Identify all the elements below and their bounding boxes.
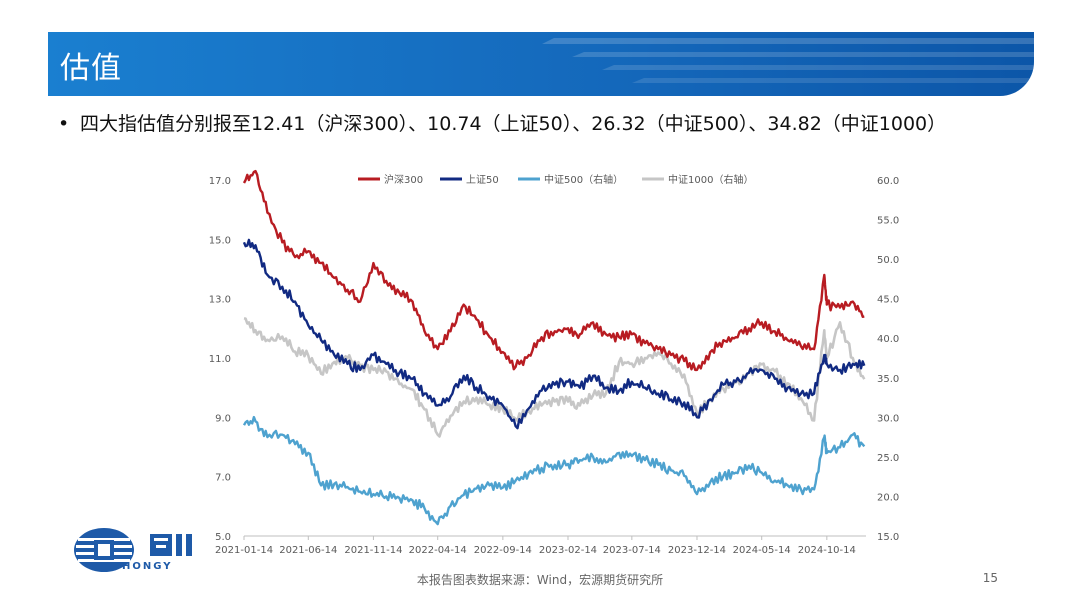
source-note: 本报告图表数据来源：Wind，宏源期货研究所 xyxy=(416,573,664,587)
x-tick-label: 2023-12-14 xyxy=(668,545,726,556)
left-tick-label: 5.0 xyxy=(215,532,231,543)
series-layer xyxy=(242,169,866,526)
bullet-point: • 四大指估值分别报至12.41（沪深300）、10.74（上证50）、26.3… xyxy=(58,112,1018,137)
x-tick-label: 2021-11-14 xyxy=(344,545,402,556)
left-tick-label: 17.0 xyxy=(209,176,231,187)
right-tick-label: 55.0 xyxy=(877,216,899,227)
header-bar: 估值 xyxy=(48,32,1034,96)
x-tick-label: 2022-04-14 xyxy=(409,545,467,556)
series-line-2 xyxy=(242,238,866,430)
chart-legend: 沪深300 上证50 中证500（右轴） 中证1000（右轴） xyxy=(358,173,753,186)
bullet-text: 四大指估值分别报至12.41（沪深300）、10.74（上证50）、26.32（… xyxy=(80,113,947,135)
left-tick-label: 13.0 xyxy=(209,295,231,306)
left-tick-label: 7.0 xyxy=(215,473,231,484)
bullet-dot: • xyxy=(58,113,70,135)
left-tick-label: 11.0 xyxy=(209,354,231,365)
x-axis-ticks: 2021-01-14 2021-06-14 2021-11-14 2022-04-14… xyxy=(215,536,856,556)
left-tick-label: 15.0 xyxy=(209,235,231,246)
x-tick-label: 2021-06-14 xyxy=(279,545,337,556)
right-axis-ticks: 15.0 20.0 25.0 30.0 35.0 40.0 45.0 50.0 55.0 60.0 xyxy=(877,176,899,543)
right-tick-label: 35.0 xyxy=(877,374,899,385)
x-tick-label: 2024-10-14 xyxy=(798,545,856,556)
legend-label-3: 中证500（右轴） xyxy=(544,173,623,186)
x-tick-label: 2023-02-14 xyxy=(539,545,597,556)
series-line-1 xyxy=(242,169,865,372)
page-title: 估值 xyxy=(60,51,122,86)
legend-label-2: 上证50 xyxy=(466,174,499,186)
page-number: 15 xyxy=(982,571,998,585)
series-line-3 xyxy=(242,415,866,526)
x-tick-label: 2021-01-14 xyxy=(215,545,273,556)
right-tick-label: 30.0 xyxy=(877,413,899,424)
hongyuan-logo-icon xyxy=(74,528,192,572)
header-stripes-decoration xyxy=(542,38,1034,83)
left-tick-label: 9.0 xyxy=(215,413,231,424)
x-tick-label: 2024-05-14 xyxy=(733,545,791,556)
series-line-4 xyxy=(243,317,866,438)
right-tick-label: 60.0 xyxy=(877,176,899,187)
legend-label-4: 中证1000（右轴） xyxy=(668,173,753,186)
right-tick-label: 45.0 xyxy=(877,295,899,306)
right-tick-label: 15.0 xyxy=(877,532,899,543)
right-tick-label: 50.0 xyxy=(877,255,899,266)
x-tick-label: 2022-09-14 xyxy=(474,545,532,556)
legend-label-1: 沪深300 xyxy=(384,173,423,186)
logo-text: HONGY xyxy=(122,561,173,572)
right-tick-label: 25.0 xyxy=(877,453,899,464)
x-tick-label: 2023-07-14 xyxy=(603,545,661,556)
right-tick-label: 40.0 xyxy=(877,334,899,345)
left-axis-ticks: 5.0 7.0 9.0 11.0 13.0 15.0 17.0 xyxy=(209,176,231,543)
right-tick-label: 20.0 xyxy=(877,492,899,503)
